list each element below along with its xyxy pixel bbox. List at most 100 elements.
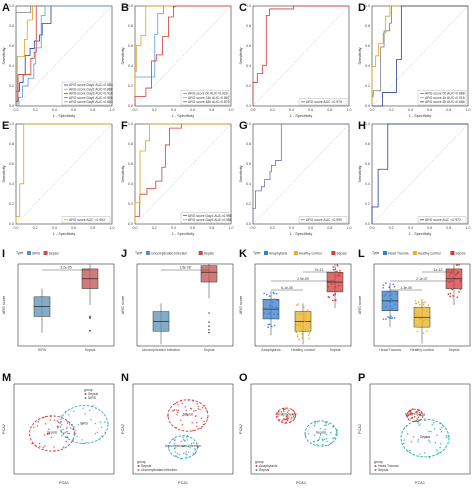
data-point <box>167 447 169 449</box>
data-point <box>298 338 300 341</box>
data-point <box>333 437 335 439</box>
data-point <box>327 444 330 447</box>
data-point <box>382 295 385 297</box>
x-tick-label: 1.0 <box>465 226 470 230</box>
data-point <box>410 417 412 420</box>
data-point <box>183 444 186 447</box>
data-point <box>417 438 419 441</box>
data-point <box>191 421 193 424</box>
data-point <box>185 414 188 416</box>
data-point <box>424 318 426 321</box>
data-point <box>171 410 173 412</box>
y-tick-label: 0.6 <box>9 162 14 166</box>
group-label: Sepsis <box>182 413 192 417</box>
data-point <box>449 272 452 275</box>
data-point <box>182 452 185 454</box>
p-value-label: 3.2e-05 <box>60 266 72 270</box>
plot-frame <box>250 383 352 475</box>
data-point <box>179 458 181 460</box>
plot-frame <box>17 263 115 347</box>
roc-curve <box>371 5 468 107</box>
data-point <box>316 421 319 423</box>
legend-title: Type <box>16 251 23 255</box>
data-point <box>393 317 395 319</box>
panel-m: M PCA1 PCA2 Sepsis SIRS group Sepsis SIRS <box>0 370 118 494</box>
legend-box <box>180 90 229 106</box>
data-point <box>281 420 283 422</box>
data-point <box>409 413 411 416</box>
data-point <box>307 432 310 435</box>
panel-letter: K <box>239 248 247 260</box>
data-point <box>194 409 197 412</box>
data-point <box>336 270 338 273</box>
y-axis-label: Sensitivity <box>358 47 362 64</box>
data-point <box>267 326 269 329</box>
roc-curve <box>371 5 468 106</box>
data-point <box>35 445 38 448</box>
roc-curve <box>371 123 468 224</box>
group-ellipse <box>59 405 109 444</box>
legend-title: group <box>84 388 93 392</box>
data-point <box>84 412 86 415</box>
data-point <box>186 439 188 441</box>
data-point <box>330 431 332 434</box>
data-point <box>431 423 433 426</box>
y-tick-label: 0.6 <box>246 44 251 48</box>
y-tick-label: 1.0 <box>365 4 370 8</box>
plot-frame <box>13 383 115 475</box>
data-point <box>68 432 70 435</box>
x-tick-label: 0.4 <box>289 226 294 230</box>
legend-entry: ARG score 0h AUC=0.926 <box>188 92 228 96</box>
group-ellipse <box>400 418 449 458</box>
y-tick-label: 0.8 <box>128 142 133 146</box>
data-point <box>299 322 302 325</box>
legend-title: group <box>255 460 264 464</box>
roc-curve <box>15 123 112 224</box>
data-point <box>277 415 279 418</box>
data-point <box>386 316 389 318</box>
legend-swatch <box>374 465 376 467</box>
y-axis-label: Sensitivity <box>358 165 362 182</box>
data-point <box>296 304 298 306</box>
roc-curve <box>252 123 349 224</box>
y-axis-label: Sensitivity <box>239 47 243 64</box>
data-point <box>407 414 409 417</box>
y-tick-label: 0.0 <box>9 222 14 226</box>
data-point <box>53 419 56 421</box>
data-point <box>44 416 47 418</box>
data-point <box>434 441 436 444</box>
plot-frame <box>254 263 352 347</box>
data-point <box>301 333 303 335</box>
legend-entry: Sepsis <box>455 252 465 256</box>
x-tick-label: 0.6 <box>190 226 195 230</box>
panel-e: E 0.0 0.0 0.2 0.2 0.4 0.4 0.6 0.6 0.8 0.8 1.0 1.0 1 -… <box>0 118 118 242</box>
data-point <box>181 445 184 448</box>
x-tick-label: Uncomplicated Infection <box>141 348 179 352</box>
panel-svg: H 0.00.0 0.2 0.2 0.4 0.4 0.6 0.6 0.8 0.8 1.0 1.0 1 -… <box>358 120 471 236</box>
data-point <box>76 435 78 438</box>
data-point <box>406 450 409 452</box>
data-point <box>177 409 179 412</box>
y-tick-label: 0.0 <box>365 104 370 108</box>
y-axis-label: Sensitivity <box>2 47 6 64</box>
data-point <box>411 412 414 414</box>
data-point <box>176 452 178 455</box>
data-point <box>332 437 334 440</box>
data-point <box>202 423 204 426</box>
panel-letter: H <box>358 120 366 132</box>
data-point <box>43 434 46 436</box>
data-point <box>291 416 293 419</box>
data-point <box>277 419 280 421</box>
x-tick-label: 0.4 <box>289 108 294 112</box>
x-tick-label: 1.0 <box>228 108 233 112</box>
panel-svg: I Type SIRS Sepsis ARG score SIRS Sepsis 3.2e-0… <box>2 248 115 352</box>
y-tick-label: 0.8 <box>246 24 251 28</box>
legend-box <box>298 216 348 224</box>
data-point <box>42 446 45 449</box>
data-point <box>62 428 65 431</box>
y-tick-label: 1.0 <box>246 4 251 8</box>
data-point <box>384 318 387 320</box>
data-point <box>319 434 322 436</box>
